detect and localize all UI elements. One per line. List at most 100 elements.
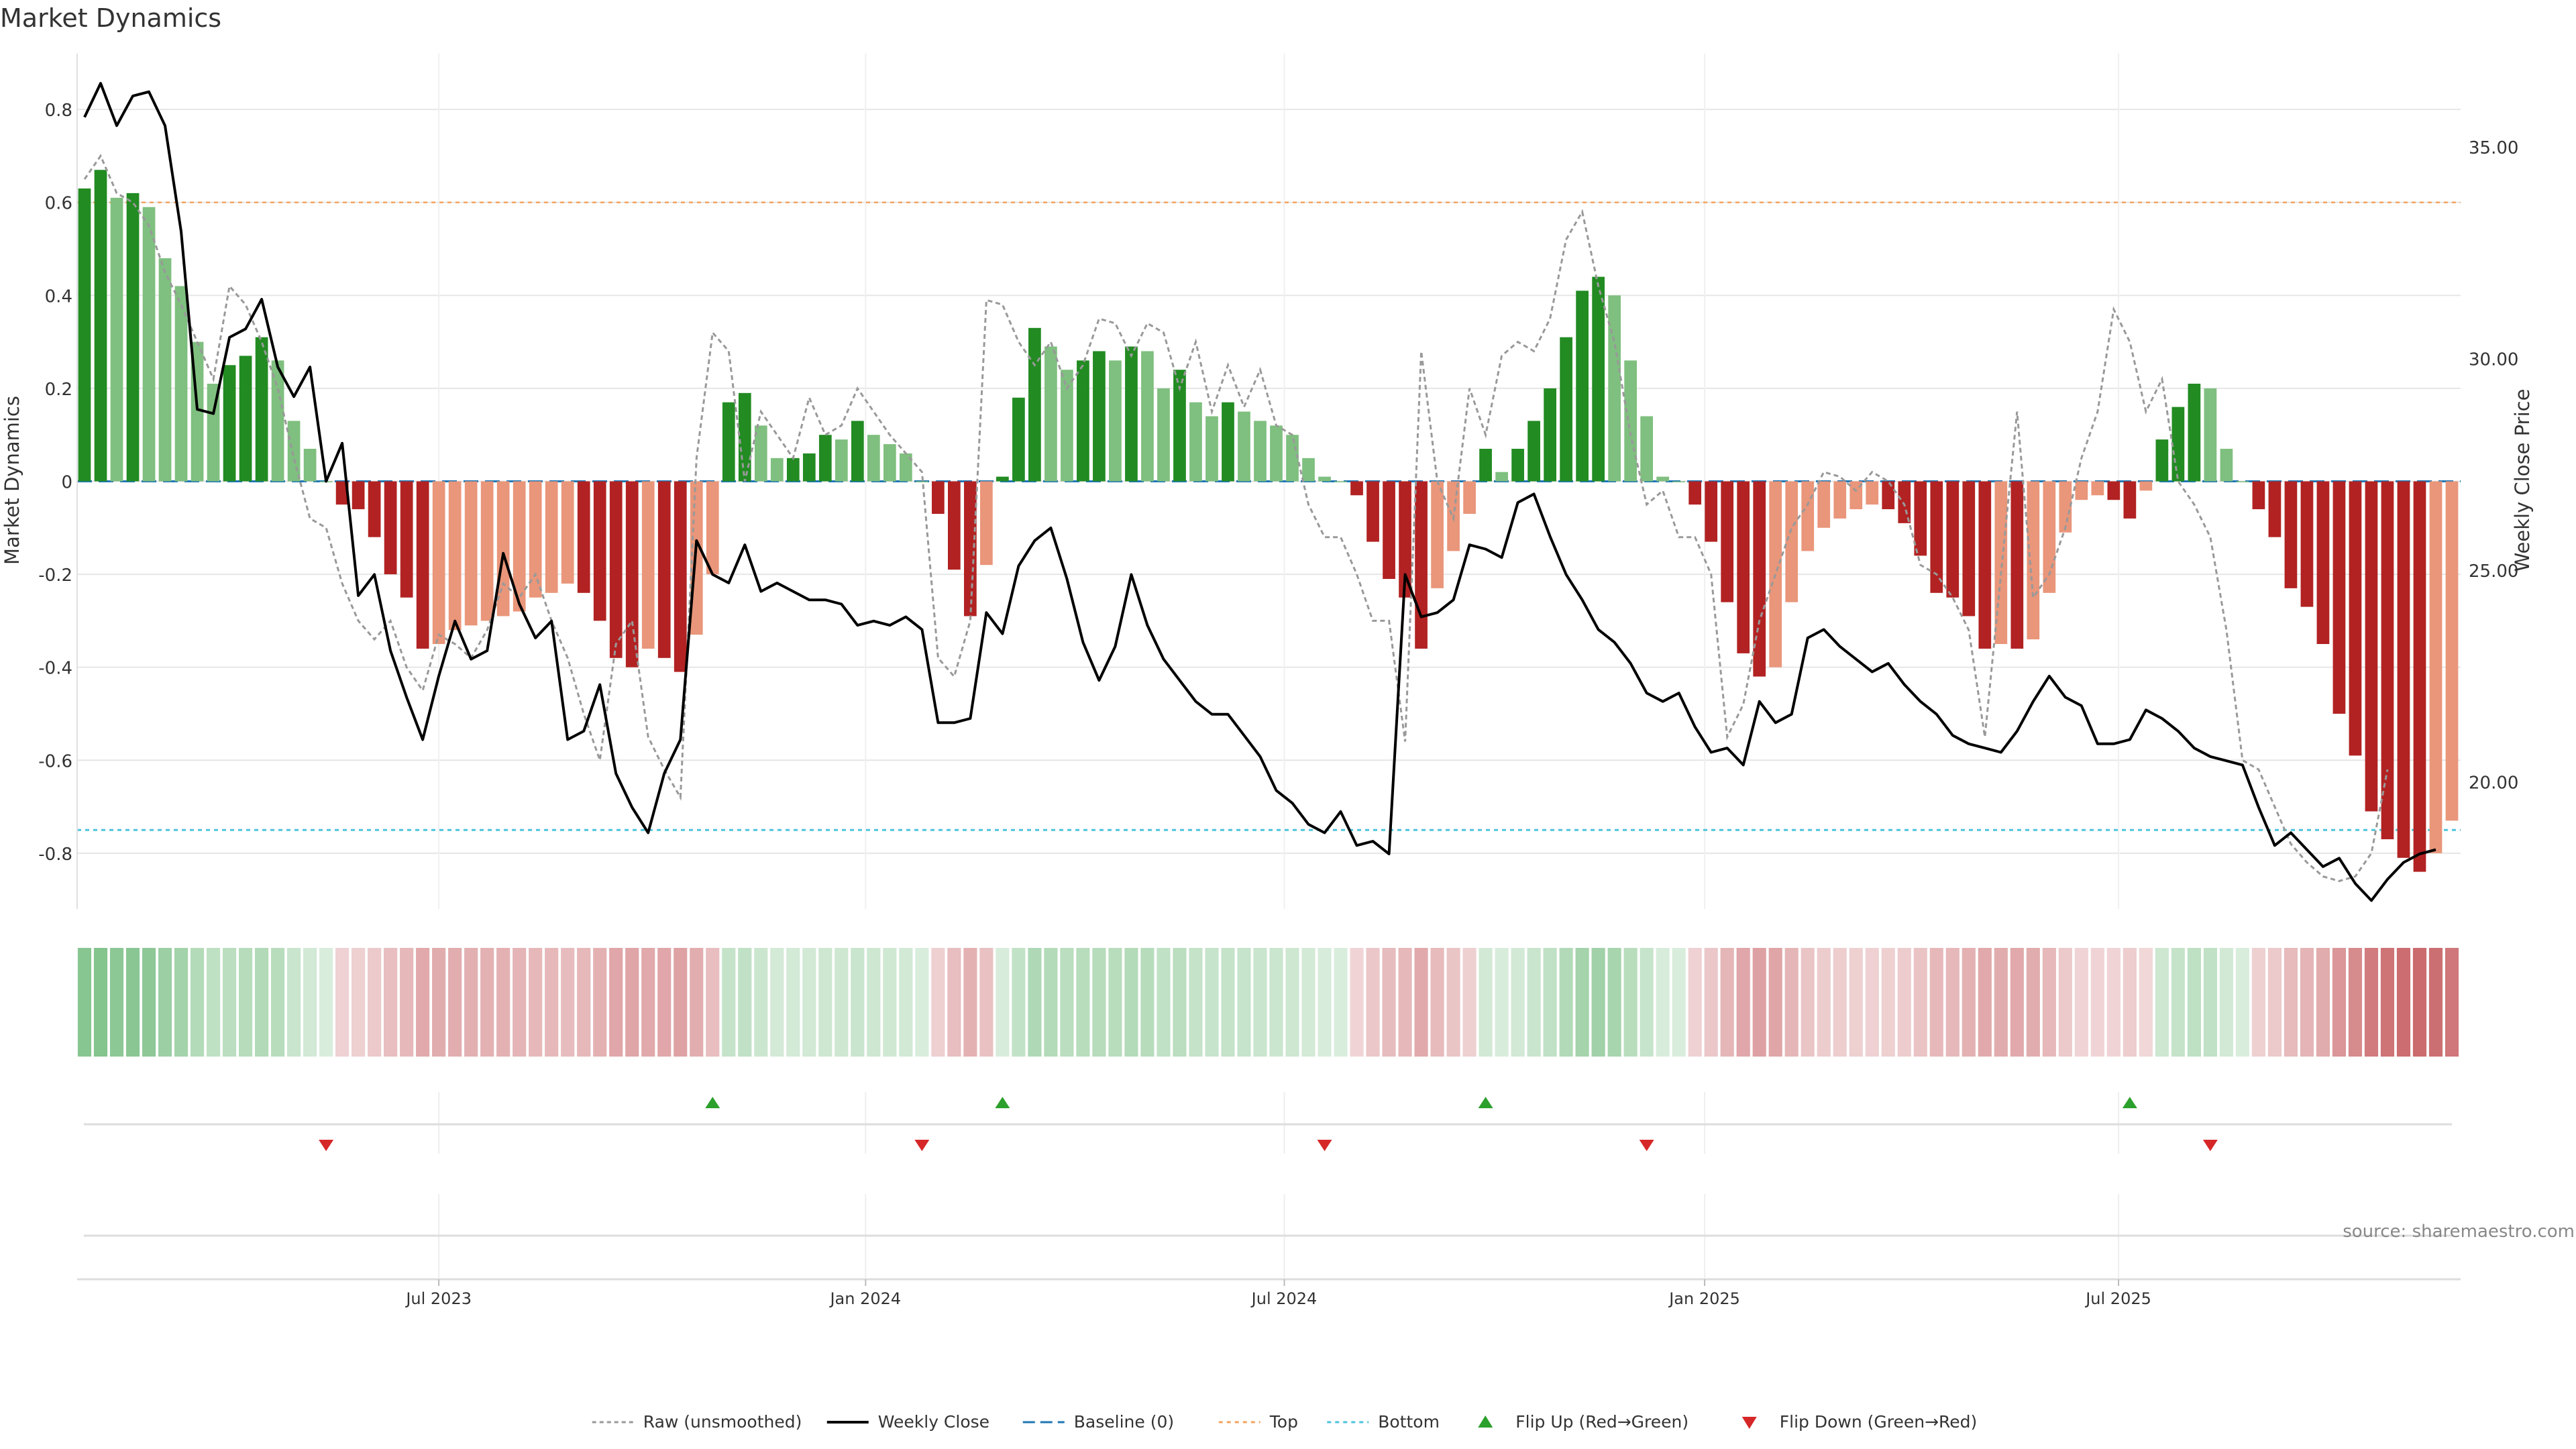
heat-cell — [1237, 948, 1251, 1057]
dynamics-bar — [1205, 416, 1218, 482]
heat-cell — [2219, 948, 2233, 1057]
dynamics-bar — [1656, 476, 1670, 482]
dynamics-bar — [1817, 481, 1831, 528]
heat-cell — [1157, 948, 1171, 1057]
legend: Raw (unsmoothed) Weekly Close Baseline (0)… — [592, 1412, 1978, 1432]
heat-cell — [1253, 948, 1267, 1057]
heat-cell — [2187, 948, 2201, 1057]
x-axis: Jul 2023 Jan 2024 Jul 2024 Jan 2025 Jul 2025 — [77, 1278, 2461, 1308]
heat-cell — [1495, 948, 1509, 1057]
dynamics-bar — [980, 481, 993, 566]
heat-cell — [287, 948, 301, 1057]
dynamics-bar — [2268, 481, 2282, 537]
heat-cell — [625, 948, 639, 1057]
heat-strip — [77, 948, 2459, 1057]
legend-symbol-down — [1741, 1417, 1757, 1429]
heat-cell — [2380, 948, 2395, 1057]
dynamics-bars — [78, 170, 2459, 872]
legend-label: Flip Down (Green→Red) — [1780, 1412, 1978, 1432]
heat-cell — [1720, 948, 1734, 1057]
legend-label: Weekly Close — [878, 1412, 989, 1432]
dynamics-bar — [1415, 481, 1428, 649]
dynamics-bar — [1592, 276, 1605, 482]
flip-markers-panel — [84, 1092, 2452, 1278]
dynamics-bar — [1077, 360, 1089, 482]
dynamics-bar — [1753, 481, 1766, 677]
heat-cell — [1462, 948, 1477, 1057]
heat-cell — [206, 948, 221, 1057]
y-axis-label: Market Dynamics — [1, 396, 23, 565]
heat-cell — [690, 948, 704, 1057]
dynamics-bar — [1479, 448, 1492, 482]
dynamics-bar — [1785, 481, 1799, 602]
dynamics-bar — [641, 481, 655, 649]
x-tick-label: Jul 2025 — [2084, 1289, 2151, 1308]
heat-cell — [1334, 948, 1348, 1057]
heat-cell — [1479, 948, 1493, 1057]
heat-cell — [802, 948, 816, 1057]
dynamics-bar — [2027, 481, 2040, 640]
heat-cell — [77, 948, 92, 1057]
heat-cell — [2106, 948, 2121, 1057]
heat-cell — [416, 948, 430, 1057]
dynamics-bar — [2043, 481, 2056, 593]
legend-label: Raw (unsmoothed) — [643, 1412, 802, 1432]
heat-cell — [1656, 948, 1670, 1057]
dynamics-bar — [142, 207, 156, 482]
dynamics-bar — [2349, 481, 2362, 756]
dynamics-bar — [464, 481, 478, 626]
flip-up-marker — [705, 1097, 720, 1108]
heat-cell — [2171, 948, 2185, 1057]
dynamics-bar — [2252, 481, 2265, 510]
heat-cell — [384, 948, 398, 1057]
flip-down-marker — [319, 1140, 334, 1151]
dynamics-bar — [239, 356, 252, 482]
heat-cell — [1382, 948, 1396, 1057]
heat-cell — [2412, 948, 2427, 1057]
heat-cell — [270, 948, 285, 1057]
heat-cell — [1076, 948, 1090, 1057]
dynamics-bar — [1624, 360, 1638, 482]
weekly-close-line — [83, 82, 2436, 902]
dynamics-bar — [1576, 290, 1589, 482]
heat-cell — [1913, 948, 1927, 1057]
dynamics-bar — [2365, 481, 2378, 812]
dynamics-bar — [738, 392, 751, 482]
dynamics-bar — [1544, 388, 1556, 482]
flip-up-marker — [2122, 1097, 2137, 1108]
dynamics-bar — [1946, 481, 1960, 598]
dynamics-bar — [609, 481, 623, 658]
heat-cell — [1285, 948, 1299, 1057]
dynamics-bar — [883, 444, 896, 482]
dynamics-bar — [1930, 481, 1943, 593]
y2-axis-label: Weekly Close Price — [2511, 389, 2534, 572]
dynamics-bar — [996, 476, 1009, 482]
dynamics-bar — [545, 481, 558, 593]
heat-cell — [706, 948, 720, 1057]
heat-cell — [464, 948, 478, 1057]
y2-tick-label: 35.00 — [2469, 138, 2518, 158]
heat-cell — [1575, 948, 1589, 1057]
heat-cell — [722, 948, 736, 1057]
dynamics-bar — [1189, 402, 1202, 482]
heat-cell — [480, 948, 494, 1057]
heat-cell — [1446, 948, 1460, 1057]
heat-cell — [1189, 948, 1203, 1057]
heat-cell — [1318, 948, 1332, 1057]
heat-cell — [1173, 948, 1187, 1057]
heat-cell — [1543, 948, 1557, 1057]
heat-cell — [1205, 948, 1219, 1057]
dynamics-bar — [2284, 481, 2298, 588]
heat-cell — [851, 948, 865, 1057]
dynamics-bar — [754, 425, 767, 482]
dynamics-bar — [1560, 337, 1572, 482]
heat-cell — [1366, 948, 1380, 1057]
legend-label: Bottom — [1378, 1412, 1440, 1432]
heat-cell — [835, 948, 849, 1057]
dynamics-bar — [529, 481, 542, 598]
dynamics-bar — [1898, 481, 1911, 523]
dynamics-bar — [818, 435, 832, 482]
dynamics-bar — [2139, 481, 2153, 491]
heat-cell — [963, 948, 977, 1057]
heat-cell — [545, 948, 559, 1057]
